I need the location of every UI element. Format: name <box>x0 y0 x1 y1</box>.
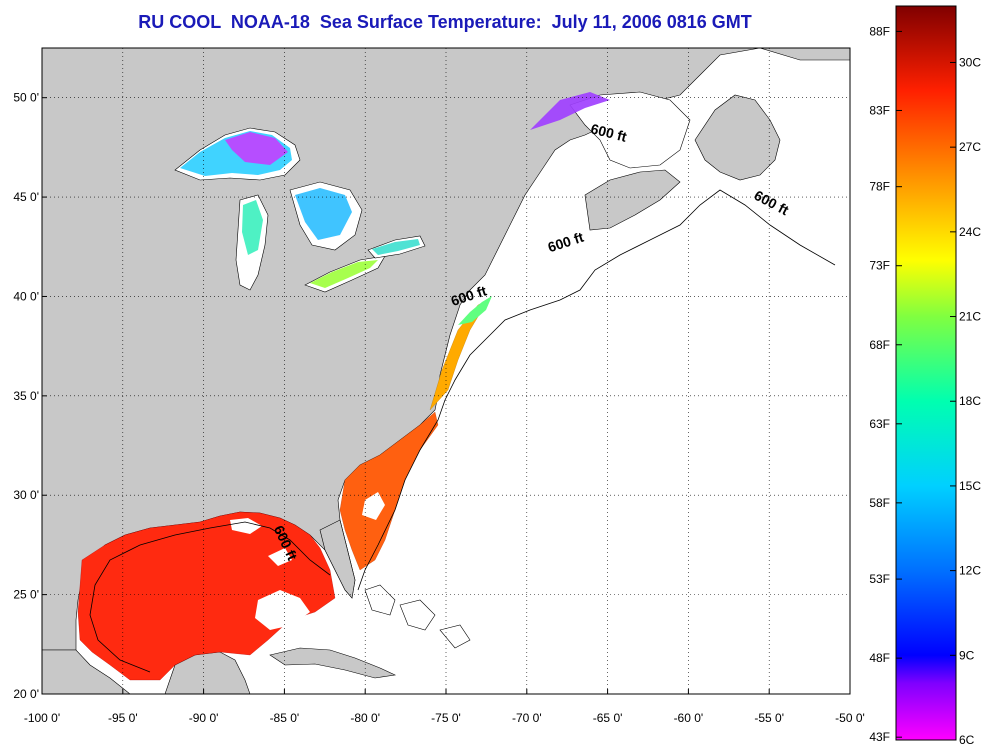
colorbar-c-label: 9C <box>959 648 975 662</box>
colorbar-f-label: 83F <box>869 103 890 117</box>
colorbar-c-label: 21C <box>959 310 981 324</box>
lake-erie-sst <box>310 260 378 288</box>
depth-contour-600ft <box>357 189 836 591</box>
x-tick-label: -95 0' <box>108 711 138 725</box>
y-axis-tick-labels: 20 0' 25 0' 30 0' 35 0' 40 0' 45 0' 50 0' <box>13 91 39 701</box>
gulf-st-lawrence <box>569 91 691 169</box>
colorbar-f-label: 78F <box>869 180 890 194</box>
colorbar-c-label: 18C <box>959 394 981 408</box>
gulf-sst-cloud-gaps <box>230 518 310 630</box>
lake-superior-sst-cold <box>225 132 288 165</box>
colorbar-f-label: 88F <box>869 24 890 38</box>
map-frame <box>41 47 851 695</box>
land-newfoundland <box>694 94 781 181</box>
colorbar-c-label: 30C <box>959 55 981 69</box>
y-tick-label: 35 0' <box>13 389 39 403</box>
colorbar-f-label: 48F <box>869 651 890 665</box>
land-nova-scotia <box>584 169 681 231</box>
y-tick-label: 25 0' <box>13 588 39 602</box>
colorbar-c-label: 24C <box>959 225 981 239</box>
colorbar-c-label: 6C <box>959 733 975 747</box>
colorbar-f-label: 68F <box>869 338 890 352</box>
x-tick-label: -70 0' <box>512 711 542 725</box>
lake-huron-sst <box>295 188 352 240</box>
x-tick-label: -55 0' <box>754 711 784 725</box>
x-tick-label: -60 0' <box>674 711 704 725</box>
colorbar-c-label: 15C <box>959 479 981 493</box>
lake-sst <box>180 92 610 288</box>
x-tick-label: -90 0' <box>189 711 219 725</box>
x-tick-label: -85 0' <box>270 711 300 725</box>
colorbar-f-label: 73F <box>869 259 890 273</box>
land-florida <box>319 519 356 599</box>
x-tick-label: -75 0' <box>431 711 461 725</box>
southeast-sst-gap <box>362 492 385 520</box>
colorbar-f-label: 63F <box>869 417 890 431</box>
colorbar <box>895 5 957 741</box>
x-axis-tick-labels: -100 0' -95 0' -90 0' -85 0' -80 0' -75 0' -70… <box>24 711 865 725</box>
y-tick-label: 40 0' <box>13 289 39 303</box>
northeast-sst <box>458 296 492 325</box>
x-tick-label: -65 0' <box>593 711 623 725</box>
st-lawrence-sst <box>530 92 610 130</box>
x-tick-label: -100 0' <box>24 711 60 725</box>
y-tick-label: 50 0' <box>13 91 39 105</box>
gulf-of-mexico-sst <box>77 511 336 681</box>
colorbar-c-label: 27C <box>959 140 981 154</box>
colorbar-f-label: 58F <box>869 496 890 510</box>
lake-michigan-sst <box>242 200 263 255</box>
land-cuba <box>269 647 397 679</box>
map-title: RU COOL NOAA-18 Sea Surface Temperature:… <box>138 12 752 32</box>
y-tick-label: 20 0' <box>13 687 39 701</box>
bahamas <box>364 584 471 649</box>
colorbar-f-label: 43F <box>869 730 890 744</box>
x-tick-label: -80 0' <box>350 711 380 725</box>
colorbar-celsius-ticks: 6C 9C 12C 15C 18C 21C 24C 27C 30C <box>950 55 981 747</box>
lake-ontario-sst <box>372 239 420 255</box>
depth-contour-600ft-gulf <box>89 521 331 673</box>
x-tick-label: -50 0' <box>835 711 865 725</box>
y-tick-label: 30 0' <box>13 488 39 502</box>
colorbar-c-label: 12C <box>959 564 981 578</box>
y-tick-label: 45 0' <box>13 190 39 204</box>
colorbar-f-label: 53F <box>869 572 890 586</box>
colorbar-fahrenheit-ticks: 43F 48F 53F 58F 63F 68F 73F 78F 83F 88F <box>869 24 902 744</box>
land-mexico <box>42 649 131 694</box>
